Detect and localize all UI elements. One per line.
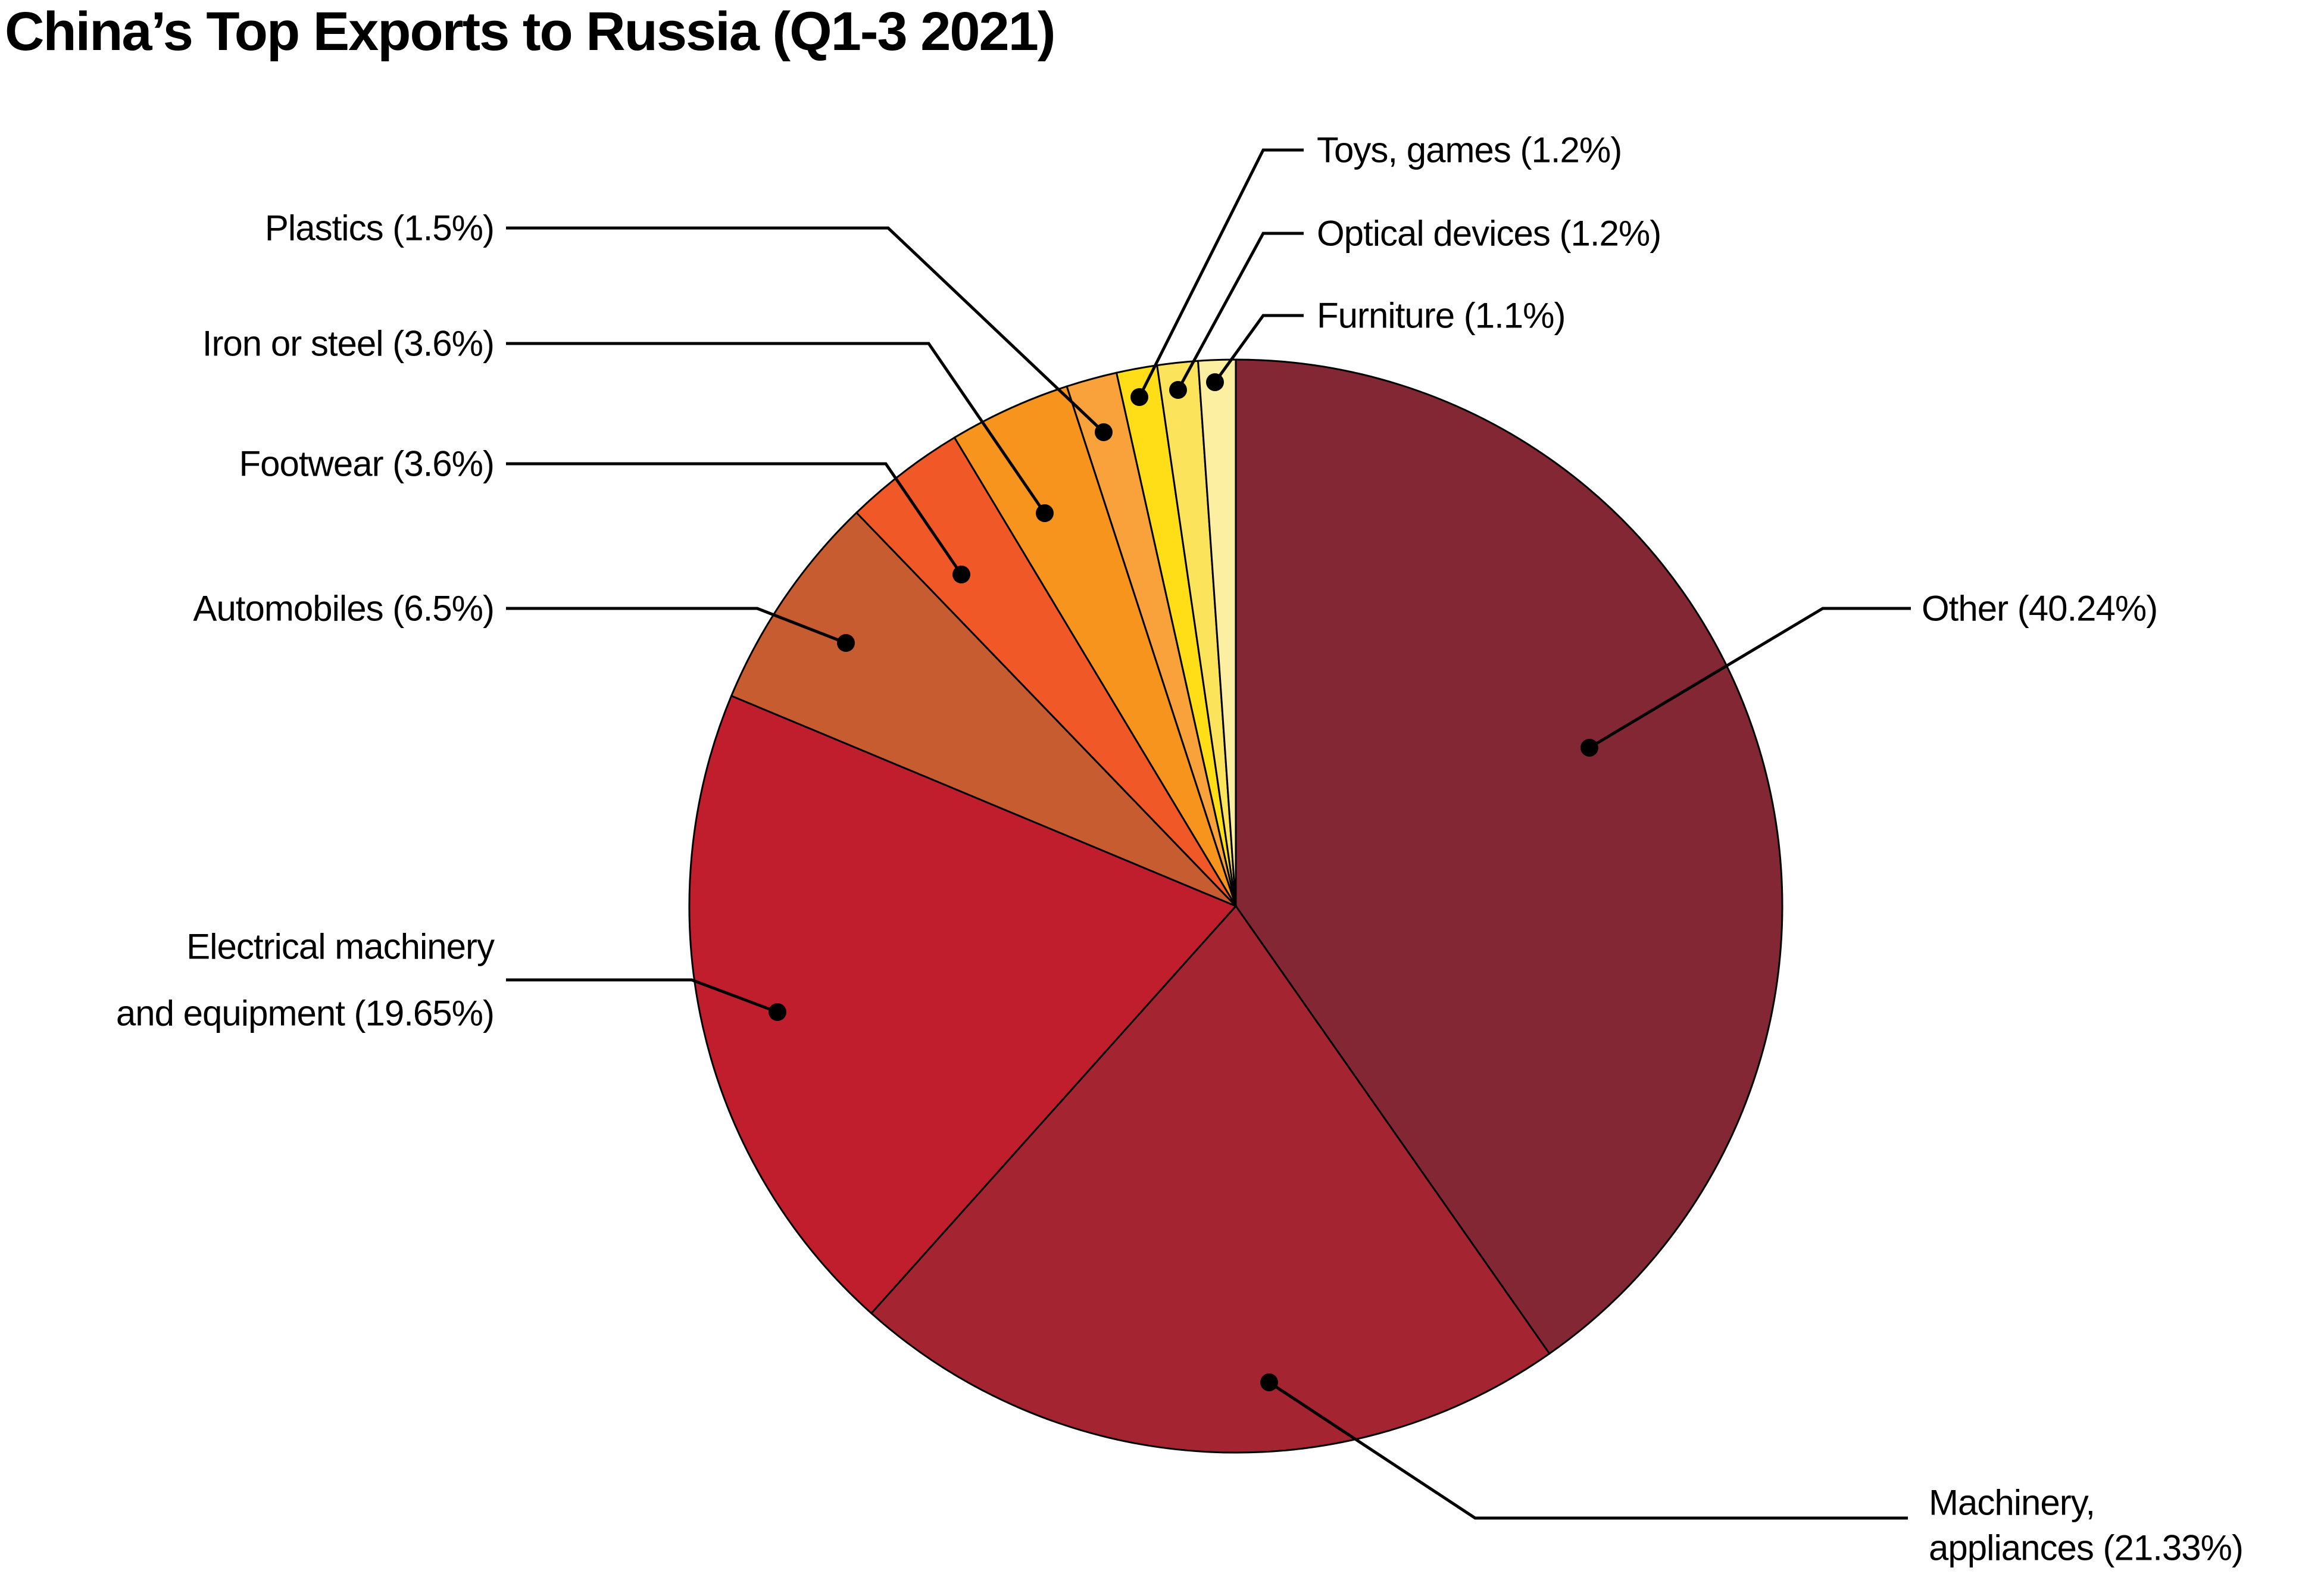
pie-slice-electrical-machinery-and-equipment (688, 694, 1238, 1315)
label-automobiles: Automobiles (6.5%) (193, 589, 494, 629)
label-electrical-machinery-line1: Electrical machinery (186, 927, 495, 967)
leader-line-optical-devices (1176, 232, 1304, 391)
pie-slices-group (688, 358, 1783, 1454)
leader-dot-furniture (1206, 373, 1224, 391)
label-footwear: Footwear (3.6%) (239, 444, 495, 484)
label-furniture: Furniture (1.1%) (1317, 296, 1565, 336)
leader-dot-automobiles (837, 634, 855, 652)
pie-slice-machinery-appliances (870, 904, 1551, 1454)
pie-slice-footwear (855, 436, 1237, 907)
leader-dot-footwear (952, 566, 970, 583)
label-toys-games: Toys, games (1.2%) (1317, 130, 1622, 170)
label-iron-or-steel: Iron or steel (3.6%) (202, 324, 494, 364)
chart-title: China’s Top Exports to Russia (Q1-3 2021… (5, 1, 1055, 62)
label-machinery-appliances-line2: appliances (21.33%) (1929, 1528, 2243, 1568)
leader-dot-other (1580, 739, 1598, 757)
leader-line-toys-games (1138, 148, 1304, 398)
leader-dot-toys-games (1130, 388, 1148, 406)
leader-line-automobiles (506, 607, 846, 645)
leader-line-plastics (506, 226, 1105, 433)
pie-slice-iron-or-steel (953, 385, 1237, 907)
leader-line-other (1588, 607, 1911, 750)
pie-slice-furniture (1197, 358, 1237, 907)
leader-dot-plastics (1095, 423, 1113, 441)
leader-line-furniture (1213, 314, 1304, 383)
leader-line-footwear (506, 462, 963, 576)
leader-dot-machinery-appliances (1260, 1373, 1278, 1391)
label-machinery-appliances-line1: Machinery, (1929, 1483, 2095, 1523)
leader-line-machinery-appliances (1268, 1381, 1908, 1520)
pie-slice-other (1235, 358, 1783, 1355)
label-optical-devices: Optical devices (1.2%) (1317, 214, 1661, 254)
leader-line-iron-or-steel (506, 342, 1047, 514)
label-other: Other (40.24%) (1922, 589, 2157, 629)
leader-dot-electrical-machinery-and-equipment (769, 1003, 786, 1021)
label-plastics: Plastics (1.5%) (265, 208, 494, 248)
leader-line-electrical-machinery-and-equipment (506, 978, 778, 1014)
leader-dot-optical-devices (1169, 381, 1187, 399)
leader-dot-iron-or-steel (1036, 504, 1054, 522)
pie-slice-automobiles (730, 511, 1237, 907)
leader-lines-group (506, 148, 1911, 1520)
label-electrical-machinery-line2: and equipment (19.65%) (116, 994, 494, 1033)
